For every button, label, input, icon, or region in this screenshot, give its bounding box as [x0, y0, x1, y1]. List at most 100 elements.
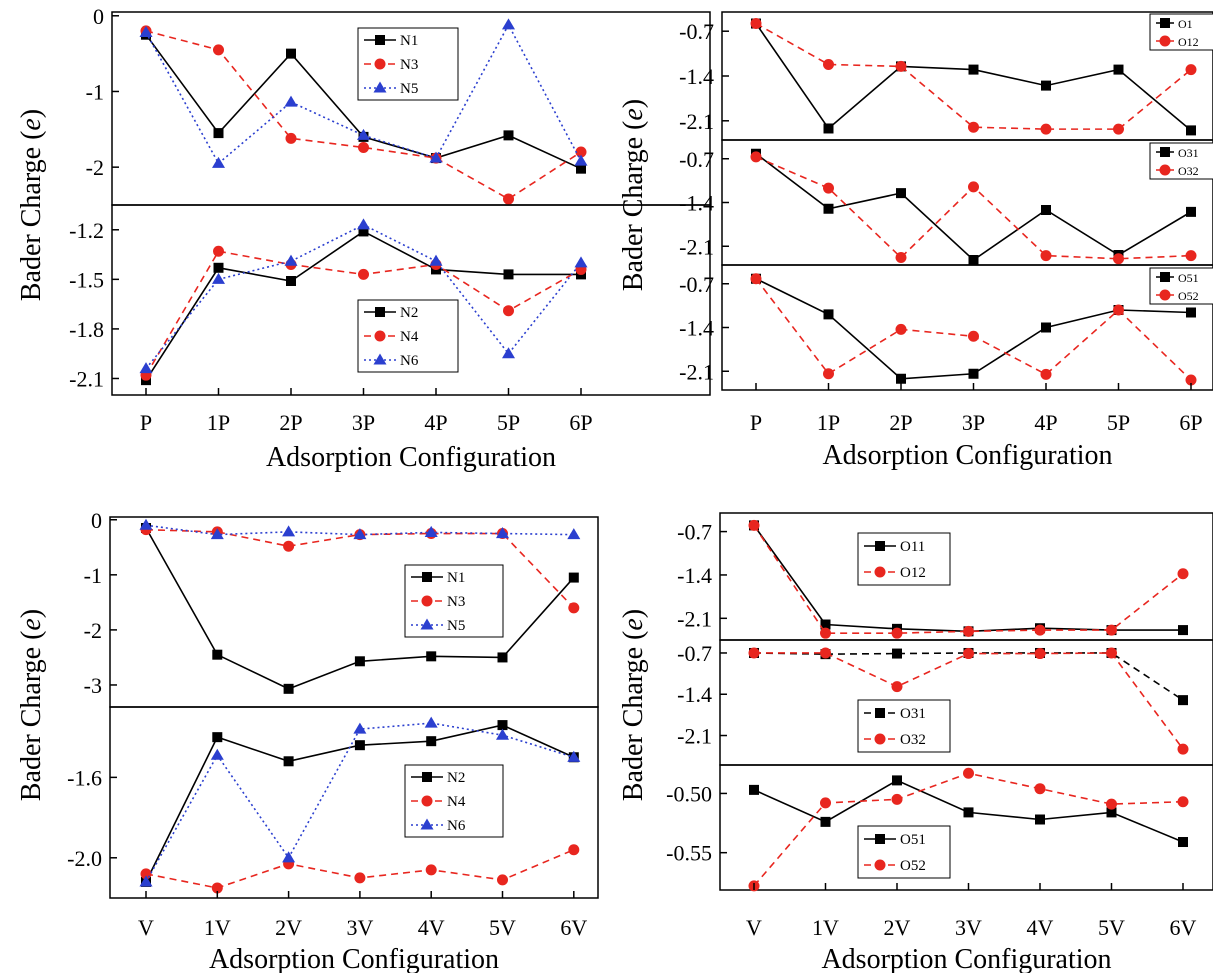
bottom-right-series-O12-point — [891, 627, 903, 639]
top-left-legend-N4-label: N4 — [400, 329, 419, 345]
top-left-legend-N5-label: N5 — [400, 81, 418, 97]
bottom-right-series-O52-point — [963, 767, 974, 779]
bottom-right-legend-O51-label: O51 — [900, 832, 926, 848]
bottom-left-series-N2-point — [354, 740, 365, 751]
top-left-series-N5-point — [357, 128, 370, 140]
top-right-panel-0-ytick-label: -2.1 — [679, 109, 714, 134]
bottom-right-panel-2-legend — [857, 825, 951, 879]
top-left-series-N3-point — [575, 146, 587, 158]
bottom-right-series-O52-point — [820, 797, 831, 809]
top-right-legend-O52-label: O52 — [1178, 289, 1199, 303]
top-right-series-O12-point — [1185, 64, 1197, 76]
top-left-series-N5-point — [574, 154, 588, 166]
top-left-xtick-label: P — [140, 410, 152, 435]
top-right-legend-O31-label: O31 — [1178, 146, 1199, 160]
bottom-left-series-N4-point — [568, 844, 580, 856]
top-right-panel-2-ytick-label: -1.4 — [679, 316, 714, 341]
top-left-panel-0-ytick-label: 0 — [93, 4, 104, 29]
bottom-left-series-N6-point — [353, 722, 367, 734]
bottom-right-panel-0-frame — [719, 512, 1213, 641]
bottom-right-legend-O52-label: O52 — [900, 858, 926, 874]
top-right-y-axis-label: Bader Charge (e) — [618, 99, 649, 291]
top-right-series-O1-point — [968, 64, 979, 75]
top-right-panel-2-frame — [721, 264, 1213, 391]
bottom-left-panel-0-ytick-label: -2 — [84, 618, 102, 643]
top-left-panel-1-ytick-label: -1.5 — [69, 267, 104, 292]
bottom-right-panel-1-ytick-label: -2.1 — [677, 724, 712, 749]
top-right-series-O1-point — [1041, 80, 1051, 91]
top-left-panel-1-frame — [111, 204, 711, 396]
bottom-right-legend-O11-label: O11 — [900, 539, 925, 555]
bottom-left-legend-N3-label: N3 — [447, 594, 465, 610]
bottom-right-x-axis-label: Adsorption Configuration — [821, 944, 1111, 973]
top-right-series-O51-point — [1186, 307, 1196, 318]
top-right-panel-1-frame — [721, 139, 1213, 266]
bottom-left-legend-N3-marker — [421, 595, 433, 607]
top-right-panel-2-ytick-label: -2.1 — [679, 359, 714, 384]
bottom-right-panel-1-legend — [857, 699, 951, 753]
top-left-series-N2-point — [503, 269, 514, 280]
top-left-series-N2-point — [286, 276, 296, 286]
top-left-series-N6-point — [139, 362, 153, 374]
bottom-right-series-O12-point — [748, 519, 760, 531]
top-right-series-O51-point — [968, 368, 979, 379]
top-left-xtick-label: 1P — [207, 410, 230, 435]
top-left-series-N6-point — [574, 256, 588, 268]
top-right-legend-O32-marker — [1159, 164, 1171, 176]
bottom-right-xtick-label: 5V — [1098, 915, 1125, 940]
top-right-panel-0-frame — [721, 11, 1213, 141]
bottom-right-series-O51-point — [963, 807, 974, 818]
bottom-left-series-N3-line — [145, 528, 575, 609]
top-left-series-N3-point — [358, 141, 369, 153]
bottom-right-series-O12-point — [1177, 568, 1189, 580]
top-right-series-O31-point — [968, 255, 979, 265]
bottom-left-xtick-label: 3V — [346, 915, 373, 940]
bottom-left-legend-N6-label: N6 — [447, 818, 466, 834]
bottom-left-panel-0-frame — [109, 516, 599, 708]
top-right-series-O31-line — [755, 153, 1192, 262]
bottom-right-panel-0-ytick-label: -0.7 — [677, 520, 712, 545]
bottom-left-series-N2-point — [283, 756, 294, 767]
top-right-series-O31-point — [1186, 206, 1196, 217]
bottom-left-xtick-label: V — [138, 915, 154, 940]
bottom-left-legend-N1-marker — [422, 572, 432, 582]
bottom-left-series-N5-point — [210, 528, 224, 540]
bottom-right-series-O32-point — [1034, 648, 1046, 660]
top-right-series-O12-point — [823, 58, 834, 70]
top-right-legend-O12-label: O12 — [1178, 35, 1199, 49]
bottom-left-series-N6-point — [567, 750, 581, 762]
top-right-legend-O32-label: O32 — [1178, 164, 1199, 178]
bottom-right-xtick-label: 3V — [955, 915, 982, 940]
bottom-right-series-O12-point — [1106, 624, 1117, 636]
top-right-series-O12-point — [895, 60, 907, 72]
top-right-series-O52-line — [755, 278, 1192, 381]
top-right-series-O1-point — [1186, 125, 1196, 136]
bottom-right-series-O52-line — [753, 772, 1184, 887]
top-left-xtick-label: 2P — [279, 410, 302, 435]
bottom-left-series-N6-point — [139, 875, 153, 887]
top-left-series-N6-point — [284, 254, 298, 266]
top-right-series-O31-point — [1041, 205, 1051, 215]
bottom-right-panel-0-legend — [857, 532, 951, 586]
top-left-series-N4-point — [358, 268, 369, 280]
top-right-panel-0-ytick-label: -0.7 — [679, 19, 714, 44]
top-left-series-N6-point — [357, 218, 370, 230]
top-left-series-N5-point — [502, 18, 515, 30]
top-right-series-O52-point — [1185, 374, 1197, 386]
top-right-series-O1-point — [823, 123, 834, 134]
top-right-series-O32-line — [755, 156, 1192, 260]
bottom-right-series-O32-point — [963, 648, 974, 660]
bottom-right-legend-O31-label: O31 — [900, 706, 926, 722]
bottom-right-xtick-label: 4V — [1027, 915, 1054, 940]
top-left-series-N1-point — [286, 48, 296, 59]
top-left-legend-N4-marker — [374, 330, 386, 342]
top-right-legend-O12-marker — [1159, 35, 1171, 47]
top-right-xtick-label: 3P — [962, 410, 985, 435]
bottom-right-xtick-label: V — [746, 915, 762, 940]
top-left-legend-N6-label: N6 — [400, 353, 419, 369]
bottom-left-xtick-label: 1V — [204, 915, 231, 940]
top-left-series-N2-point — [358, 226, 369, 237]
bottom-right-legend-O12-label: O12 — [900, 565, 926, 581]
top-left-panel-0-ytick-label: -1 — [86, 79, 104, 104]
top-right-series-O52-point — [895, 323, 907, 335]
